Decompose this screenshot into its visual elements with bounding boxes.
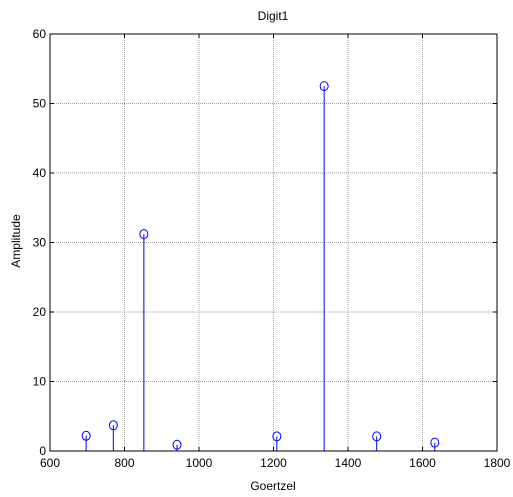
x-tick-label: 800 [114,456,134,470]
stem-marker [319,81,329,92]
x-tick-label: 1200 [260,456,287,470]
stem-marker [372,431,382,442]
y-tick-label: 0 [39,444,46,458]
y-tick-label: 20 [33,305,47,319]
x-tick-label: 600 [40,456,60,470]
stem-marker [81,430,91,441]
chart-title: Digit1 [258,9,289,23]
x-tick-label: 1800 [484,456,511,470]
series-marks [81,81,440,451]
stem-marker [139,229,149,240]
x-tick-label: 1600 [409,456,436,470]
x-axis-label: Goertzel [250,479,295,493]
y-tick-label: 10 [33,375,47,389]
grid-lines [50,34,497,451]
x-tick-label: 1400 [335,456,362,470]
x-tick-label: 1000 [186,456,213,470]
y-axis-label: Amplitude [9,214,23,268]
y-tick-label: 50 [33,97,47,111]
stem-marker [272,431,282,442]
stem-marker [108,420,118,431]
y-tick-label: 40 [33,166,47,180]
stem-marker [430,437,440,448]
y-tick-label: 30 [33,236,47,250]
axis-ticks: 600 800 1000 1200 1400 1600 1800 0 10 20 30 40 50 60 [33,27,511,470]
stem-marker [172,439,182,450]
y-tick-label: 60 [33,27,47,41]
